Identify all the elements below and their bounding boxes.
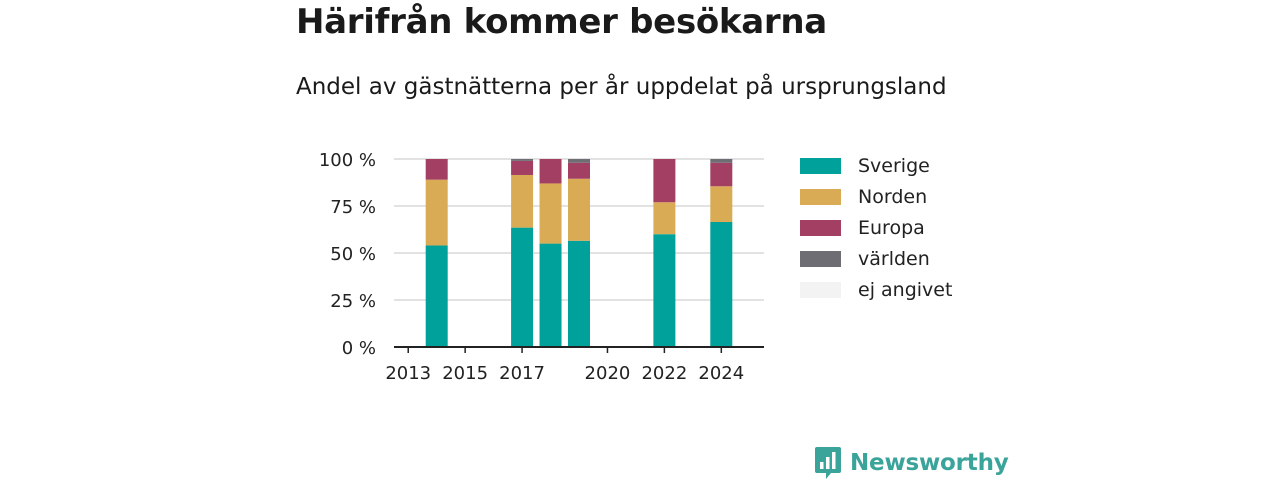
y-tick-label: 75 % <box>330 197 376 218</box>
newsworthy-logo: Newsworthy <box>814 446 1009 480</box>
bar-segment-europa <box>710 162 733 187</box>
legend-swatch-ej-angivet <box>800 281 841 298</box>
bar-segment-europa <box>425 159 448 180</box>
legend-swatch-norden <box>800 188 841 205</box>
y-tick-label: 100 % <box>319 150 376 171</box>
y-tick-label: 0 % <box>342 338 376 359</box>
legend-item-norden: Norden <box>800 181 952 212</box>
bar-segment-v-rlden <box>568 159 590 163</box>
x-tick-label: 2015 <box>442 363 488 384</box>
legend-label-norden: Norden <box>858 185 928 208</box>
y-tick-label: 25 % <box>330 291 376 312</box>
legend-label-ej-angivet: ej angivet <box>858 278 953 301</box>
legend-item-europa: Europa <box>800 212 952 243</box>
legend-label-varlden: världen <box>858 247 930 270</box>
chart-legend: Sverige Norden Europa världen ej angivet <box>800 150 952 305</box>
bar-segment-norden <box>511 174 534 228</box>
bar-segment-norden <box>425 179 448 246</box>
x-tick-label: 2017 <box>499 363 545 384</box>
x-tick-label: 2020 <box>585 363 631 384</box>
legend-item-varlden: världen <box>800 243 952 274</box>
bar-segment-v-rlden <box>710 159 733 163</box>
chart-title: Härifrån kommer besökarna <box>296 2 827 42</box>
bar-segment-v-rlden <box>511 159 534 161</box>
bar-segment-sverige <box>539 243 562 347</box>
bar-segment-norden <box>568 178 590 241</box>
bar-segment-norden <box>539 183 562 244</box>
legend-swatch-sverige <box>800 157 841 174</box>
y-tick-label: 50 % <box>330 244 376 265</box>
legend-swatch-varlden <box>800 250 841 267</box>
logo-text: Newsworthy <box>850 450 1009 476</box>
x-tick-label: 2024 <box>698 363 744 384</box>
newsworthy-logo-icon <box>815 447 841 479</box>
bar-segment-sverige <box>568 240 590 347</box>
bar-segment-sverige <box>425 245 448 347</box>
bar-segment-europa <box>653 159 676 203</box>
bar-segment-sverige <box>710 221 733 347</box>
legend-item-sverige: Sverige <box>800 150 952 181</box>
bar-segment-europa <box>511 160 534 175</box>
bar-segment-norden <box>710 186 733 222</box>
bar-segment-sverige <box>653 234 676 347</box>
x-tick-label: 2022 <box>641 363 687 384</box>
bar-segment-sverige <box>511 227 534 347</box>
legend-label-europa: Europa <box>858 216 925 239</box>
chart-subtitle: Andel av gästnätterna per år uppdelat på… <box>296 74 947 100</box>
bar-segment-norden <box>653 202 676 235</box>
bar-segment-europa <box>568 162 590 179</box>
x-tick-label: 2013 <box>385 363 431 384</box>
legend-label-sverige: Sverige <box>858 154 930 177</box>
legend-item-ej-angivet: ej angivet <box>800 274 952 305</box>
bar-segment-europa <box>539 159 562 184</box>
legend-swatch-europa <box>800 219 841 236</box>
